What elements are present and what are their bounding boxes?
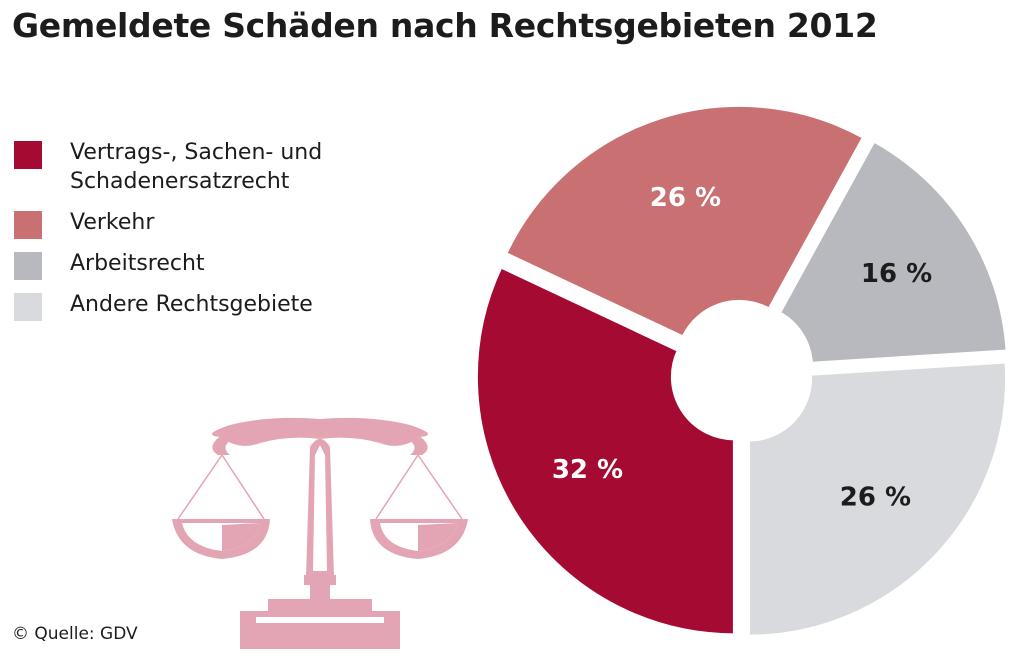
pie-slice [777,139,1009,365]
legend-swatch [14,141,42,169]
slice-value-label: 26 % [840,482,911,512]
scales-of-justice-icon [172,417,468,649]
pie-slice [503,103,866,340]
pie-slice [474,264,736,637]
legend-label: Arbeitsrecht [70,251,205,276]
slice-value-label: 26 % [650,183,721,213]
legend-label: Vertrags-, Sachen- und Schadenersatzrech… [70,140,323,194]
legend-item: Verkehr [14,208,414,239]
legend-item: Andere Rechtsgebiete [14,290,414,321]
source-note: © Quelle: GDV [12,624,138,644]
legend-label: Andere Rechtsgebiete [70,292,313,317]
legend: Vertrags-, Sachen- und Schadenersatzrech… [14,138,414,331]
legend-swatch [14,293,42,321]
legend-item: Arbeitsrecht [14,249,414,280]
pie-slice [747,360,1009,638]
legend-swatch [14,211,42,239]
slice-value-label: 16 % [861,259,932,289]
legend-item: Vertrags-, Sachen- und Schadenersatzrech… [14,138,414,196]
scales-beam [212,417,428,446]
legend-swatch [14,252,42,280]
chart-title: Gemeldete Schäden nach Rechtsgebieten 20… [12,6,878,45]
legend-label: Verkehr [70,210,155,235]
slice-value-label: 32 % [552,455,623,485]
